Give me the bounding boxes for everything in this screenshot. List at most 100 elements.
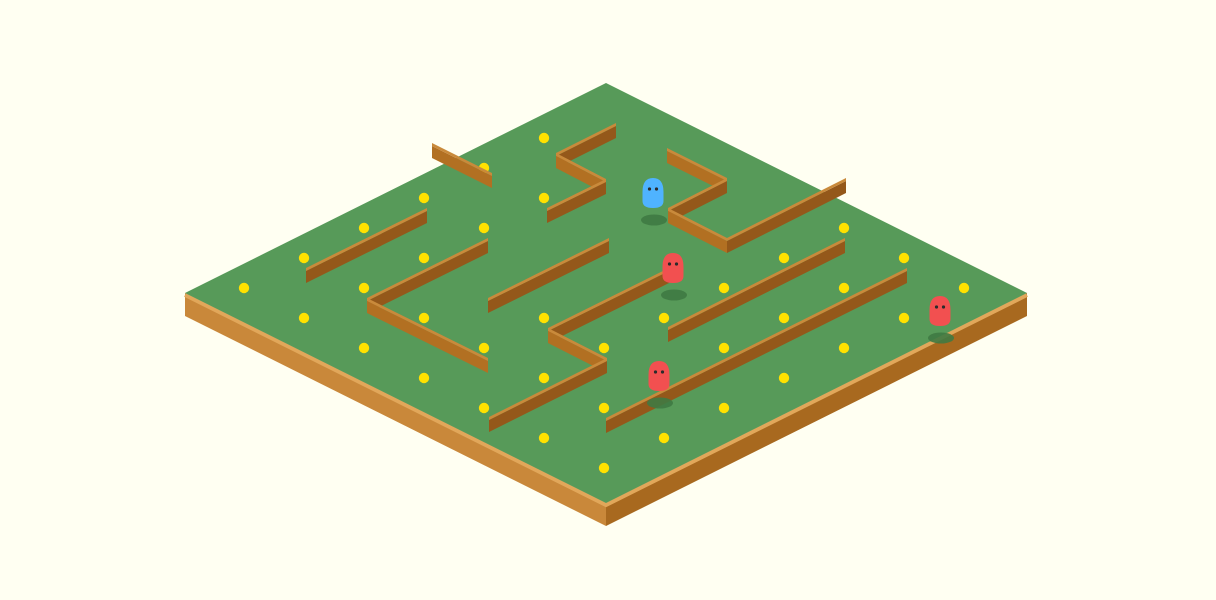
pellet <box>478 402 490 414</box>
wall-top <box>547 179 606 211</box>
wall-face <box>727 181 846 253</box>
ghost-eye-right <box>654 187 659 191</box>
player-blue-ghost <box>641 178 667 226</box>
pellet <box>538 132 550 144</box>
wall-top <box>489 358 607 420</box>
wall-top <box>488 238 609 301</box>
pellet <box>358 282 370 294</box>
wall-top <box>367 298 488 361</box>
board-layer <box>184 83 1028 526</box>
ghost-body <box>642 178 664 208</box>
pellet <box>778 372 790 384</box>
enemy-red-ghost <box>928 296 954 344</box>
enemy-red-ghost <box>661 253 687 301</box>
pellet <box>778 312 790 324</box>
maze-wall-w5 <box>367 238 488 373</box>
pellet <box>898 252 910 264</box>
ghost-eye-left <box>653 370 658 374</box>
pellet <box>898 312 910 324</box>
maze-wall-w8 <box>668 238 845 342</box>
ghost-eye-left <box>647 187 652 191</box>
ghost-eye-right <box>674 262 679 266</box>
wall-face <box>668 211 727 253</box>
wall-top <box>548 328 607 361</box>
pellet <box>658 432 670 444</box>
wall-face <box>432 146 492 188</box>
pellet <box>958 282 970 294</box>
pellet <box>418 372 430 384</box>
actor-layer <box>641 178 954 409</box>
wall-face <box>556 126 616 168</box>
wall-face <box>367 241 488 313</box>
pellet <box>538 312 550 324</box>
maze-wall-w3 <box>667 148 846 253</box>
maze-wall-w2 <box>547 123 616 223</box>
wall-face <box>489 361 607 432</box>
ghost-eye-left <box>667 262 672 266</box>
board-edge-highlight <box>184 293 1028 508</box>
pellet <box>358 222 370 234</box>
wall-face <box>306 211 427 283</box>
pellet <box>418 192 430 204</box>
ghost-shadow <box>647 397 673 409</box>
wall-top <box>548 268 669 331</box>
enemy-red-ghost <box>647 361 673 409</box>
ghost-body <box>648 361 670 391</box>
pellet <box>418 252 430 264</box>
wall-top <box>606 268 907 421</box>
wall-top <box>667 148 727 181</box>
wall-top <box>727 178 846 241</box>
maze-wall-w1 <box>432 143 492 188</box>
wall-top <box>556 123 616 156</box>
maze-wall-w6 <box>488 238 609 313</box>
ghost-shadow <box>641 214 667 226</box>
pellet <box>778 252 790 264</box>
pellet <box>718 282 730 294</box>
pellet <box>538 372 550 384</box>
pellet <box>358 342 370 354</box>
wall-face <box>367 301 488 373</box>
wall-top <box>668 238 845 330</box>
wall-face <box>668 181 727 223</box>
maze-wall-w9 <box>606 268 907 433</box>
wall-face <box>548 271 669 343</box>
ghost-shadow <box>661 289 687 301</box>
maze-wall-w4 <box>306 208 427 283</box>
ghost-eye-left <box>934 305 939 309</box>
pellet <box>718 342 730 354</box>
pellet <box>238 282 250 294</box>
wall-top <box>668 178 727 211</box>
maze-wall-w7 <box>489 268 669 432</box>
pellet <box>658 312 670 324</box>
wall-top <box>668 208 727 241</box>
board-top <box>185 83 1027 503</box>
wall-top <box>432 143 492 176</box>
ghost-eye-right <box>941 305 946 309</box>
wall-face <box>667 151 727 193</box>
pellet <box>538 432 550 444</box>
wall-top <box>367 238 488 301</box>
wall-face <box>548 331 607 373</box>
wall-face <box>547 182 606 223</box>
wall-face <box>606 271 907 433</box>
pellet <box>598 342 610 354</box>
pellet <box>418 312 430 324</box>
ghost-body <box>929 296 951 326</box>
ghost-eye-right <box>660 370 665 374</box>
pellet <box>478 222 490 234</box>
pellet <box>538 192 550 204</box>
pellet <box>298 252 310 264</box>
board-side-right <box>606 293 1027 526</box>
ghost-shadow <box>928 332 954 344</box>
pellet <box>478 342 490 354</box>
wall-layer <box>306 123 907 433</box>
pellet <box>838 222 850 234</box>
pellet <box>718 402 730 414</box>
wall-face <box>556 156 606 194</box>
wall-top <box>306 208 427 271</box>
pellet <box>298 312 310 324</box>
pellet <box>598 462 610 474</box>
wall-face <box>488 241 609 313</box>
